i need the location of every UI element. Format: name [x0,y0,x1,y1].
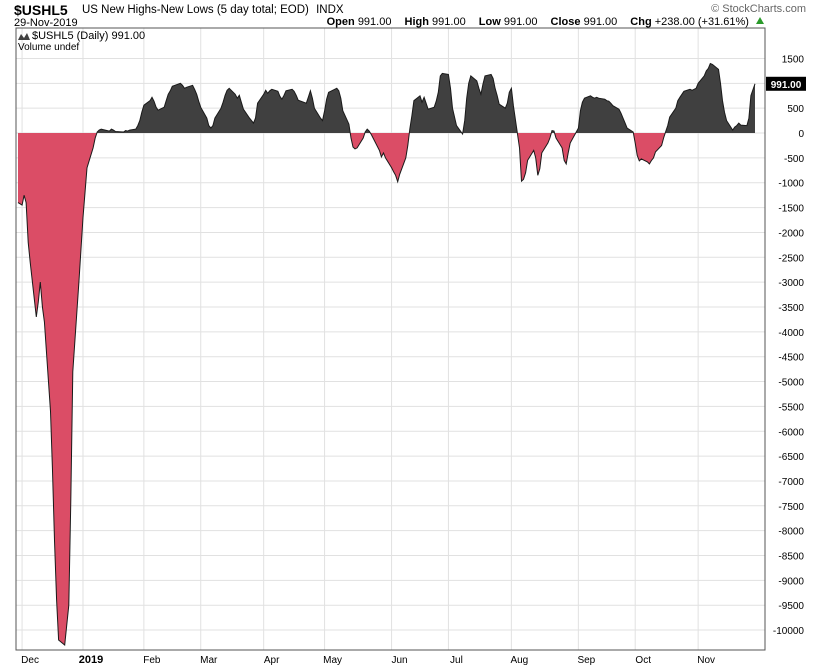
x-tick-label: Feb [143,655,161,666]
x-tick-label: Sep [577,655,595,666]
y-tick-label: 500 [787,104,804,115]
y-tick-label: -500 [784,154,804,165]
negative-area [370,133,410,182]
x-tick-label: Oct [635,655,651,666]
low-label: Low [478,16,501,28]
negative-area [350,133,365,149]
negative-area [18,133,97,645]
y-tick-label: -7000 [778,477,804,488]
positive-area [665,63,755,133]
close-value: 991.00 [583,16,618,28]
negative-area [554,133,576,164]
chart-description: US New Highs-New Lows (5 day total; EOD)… [82,4,344,16]
negative-area [633,133,666,164]
description-text: US New Highs-New Lows (5 day total; EOD) [82,4,309,16]
gridlines [16,28,765,650]
last-value-box [766,76,806,91]
legend: $USHL5 (Daily) 991.00 Volume undef [18,30,145,53]
y-tick-label: 0 [798,129,804,140]
y-tick-label: -2500 [778,253,804,264]
y-tick-label: -7500 [778,502,804,513]
y-tick-label: -3000 [778,278,804,289]
legend-series: $USHL5 (Daily) 991.00 [32,30,145,42]
x-tick-label: Aug [510,655,528,666]
y-tick-label: -10000 [773,626,805,637]
y-tick-label: -6000 [778,427,804,438]
x-tick-label: Jul [450,655,463,666]
y-tick-label: -4000 [778,328,804,339]
legend-area-icon [18,33,30,40]
last-value-label: 991.00 [771,80,802,91]
series-line [17,62,756,646]
x-tick-label: Nov [697,655,715,666]
positive-area [364,129,371,133]
open-label: Open [326,16,355,28]
y-tick-label: -5000 [778,378,804,389]
high-value: 991.00 [432,16,466,28]
chg-value: +238.00 (+31.61%) [654,16,749,28]
up-arrow-icon [756,17,764,24]
series-areas [18,63,755,645]
x-axis: Dec 2019 Feb Mar Apr May Jun Jul Aug Sep Oct Nov [21,654,715,666]
open-value: 991.00 [357,16,392,28]
high-label: High [404,16,429,28]
positive-area [575,95,634,133]
last-value-marker: 991.00 [766,76,806,91]
chg-label: Chg [630,16,652,28]
y-axis: 150010005000-500-1000-1500-2000-2500-300… [773,54,805,637]
y-tick-label: -6500 [778,452,804,463]
positive-area [462,74,518,133]
negative-area [517,133,552,182]
y-tick-label: -1500 [778,204,804,215]
plot-border [15,27,766,651]
x-tick-label: 2019 [79,654,103,666]
quote-bar: Open 991.00 High 991.00 Low 991.00 Close… [327,16,764,28]
legend-volume: Volume undef [18,42,79,53]
y-tick-label: 1500 [782,54,805,65]
x-tick-label: Dec [21,655,39,666]
y-tick-label: -9500 [778,601,804,612]
positive-area [96,83,351,133]
stockcharts-watermark[interactable]: © StockCharts.com [711,3,806,15]
y-tick-label: -3500 [778,303,804,314]
close-label: Close [550,16,581,28]
y-tick-label: -4500 [778,353,804,364]
chart-symbol: $USHL5 [14,2,68,18]
x-tick-label: Mar [200,655,218,666]
low-value: 991.00 [503,16,538,28]
y-tick-label: -8500 [778,552,804,563]
y-tick-label: -5500 [778,402,804,413]
x-tick-label: Apr [264,655,280,666]
x-tick-label: Jun [392,655,408,666]
y-tick-label: -1000 [778,179,804,190]
y-tick-label: -8000 [778,527,804,538]
y-tick-label: -2000 [778,228,804,239]
y-tick-label: -9000 [778,576,804,587]
x-tick-label: May [323,655,342,666]
exchange-text: INDX [316,4,344,16]
chart-date: 29-Nov-2019 [14,17,78,29]
